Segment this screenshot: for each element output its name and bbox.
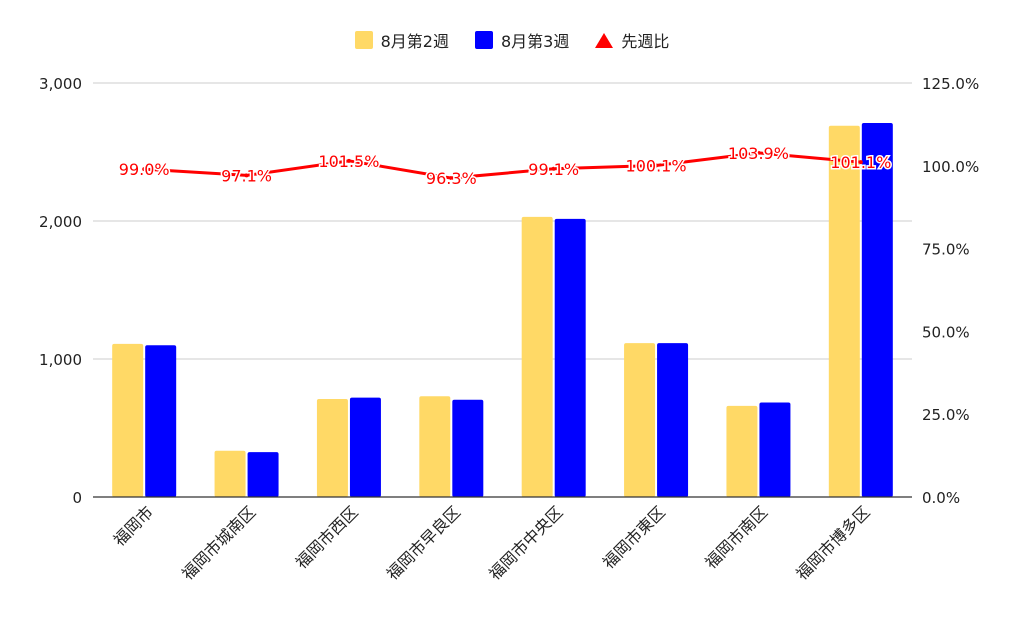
bar [452,399,484,497]
bar [657,343,689,497]
ratio-data-label: 99.0% [119,160,170,179]
ratio-line [144,151,861,180]
legend-item-week2[interactable]: 8月第2週 [354,28,449,52]
y-right-tick-label: 50.0% [922,323,970,341]
y-right-tick-label: 125.0% [922,75,979,93]
legend-item-ratio[interactable]: 先週比 [595,28,669,52]
ratio-point [858,160,863,165]
line-layer: 99.0% 97.1% 101.5% 96.3% 99.1% 100.1% 103.9% 10… [117,142,893,189]
legend-label-week2: 8月第2週 [380,32,449,51]
bar [316,399,348,497]
ratio-data-label: 97.1% [221,166,272,185]
legend-label-ratio: 先週比 [621,32,670,51]
legend: 8月第2週 8月第3週 先週比 [0,28,1024,52]
ratio-point [654,163,659,168]
x-tick-label: 福岡市 [110,502,157,549]
ratio-data-label: 99.1% [528,160,579,179]
bar [419,396,451,497]
y-left-tick-label: 0 [72,489,82,507]
ratio-data-label: 101.1% [830,153,891,172]
bar [624,343,656,497]
ratio-point [142,167,147,172]
ratio-point [346,158,351,163]
bar [861,123,893,498]
legend-swatch-week2 [354,31,373,49]
y-right-tick-label: 25.0% [922,406,970,424]
bar [726,405,758,497]
ratio-data-label: 101.5% [318,152,379,171]
bar [759,402,791,497]
y-left-tick-label: 3,000 [39,75,82,93]
ratio-data-label: 96.3% [426,169,477,188]
x-tick-label: 福岡市城南区 [178,502,259,583]
y-right-tick-label: 75.0% [922,241,970,259]
bar [828,125,860,497]
y-left-tick-label: 2,000 [39,213,82,231]
legend-item-week3[interactable]: 8月第3週 [474,28,570,52]
ratio-point [244,173,249,178]
bar [554,218,586,497]
bars-layer [112,123,893,498]
ratio-point [756,150,761,155]
y-right-tick-label: 0.0% [922,489,960,507]
ratio-data-label: 103.9% [728,144,789,163]
x-tick-label: 福岡市博多区 [792,502,873,583]
grid-layer [93,82,912,360]
bar [145,345,177,497]
x-tick-label: 福岡市南区 [701,502,771,572]
ratio-point [551,166,556,171]
bar [214,450,246,497]
legend-label-week3: 8月第3週 [500,32,570,51]
legend-triangle-icon [595,32,614,48]
ratio-data-label: 100.1% [626,156,687,175]
legend-swatch-week3 [474,31,493,49]
x-tick-label: 福岡市東区 [599,502,669,572]
bar [521,216,553,498]
ratio-point [449,176,454,181]
bar [247,452,279,497]
x-tick-label: 福岡市西区 [292,502,362,572]
y-right-tick-label: 100.0% [922,158,979,176]
y-left-tick-label: 1,000 [39,351,82,369]
x-tick-label: 福岡市中央区 [485,502,566,583]
x-tick-label: 福岡市早良区 [383,502,464,583]
bar [349,397,381,497]
bar [112,343,144,497]
